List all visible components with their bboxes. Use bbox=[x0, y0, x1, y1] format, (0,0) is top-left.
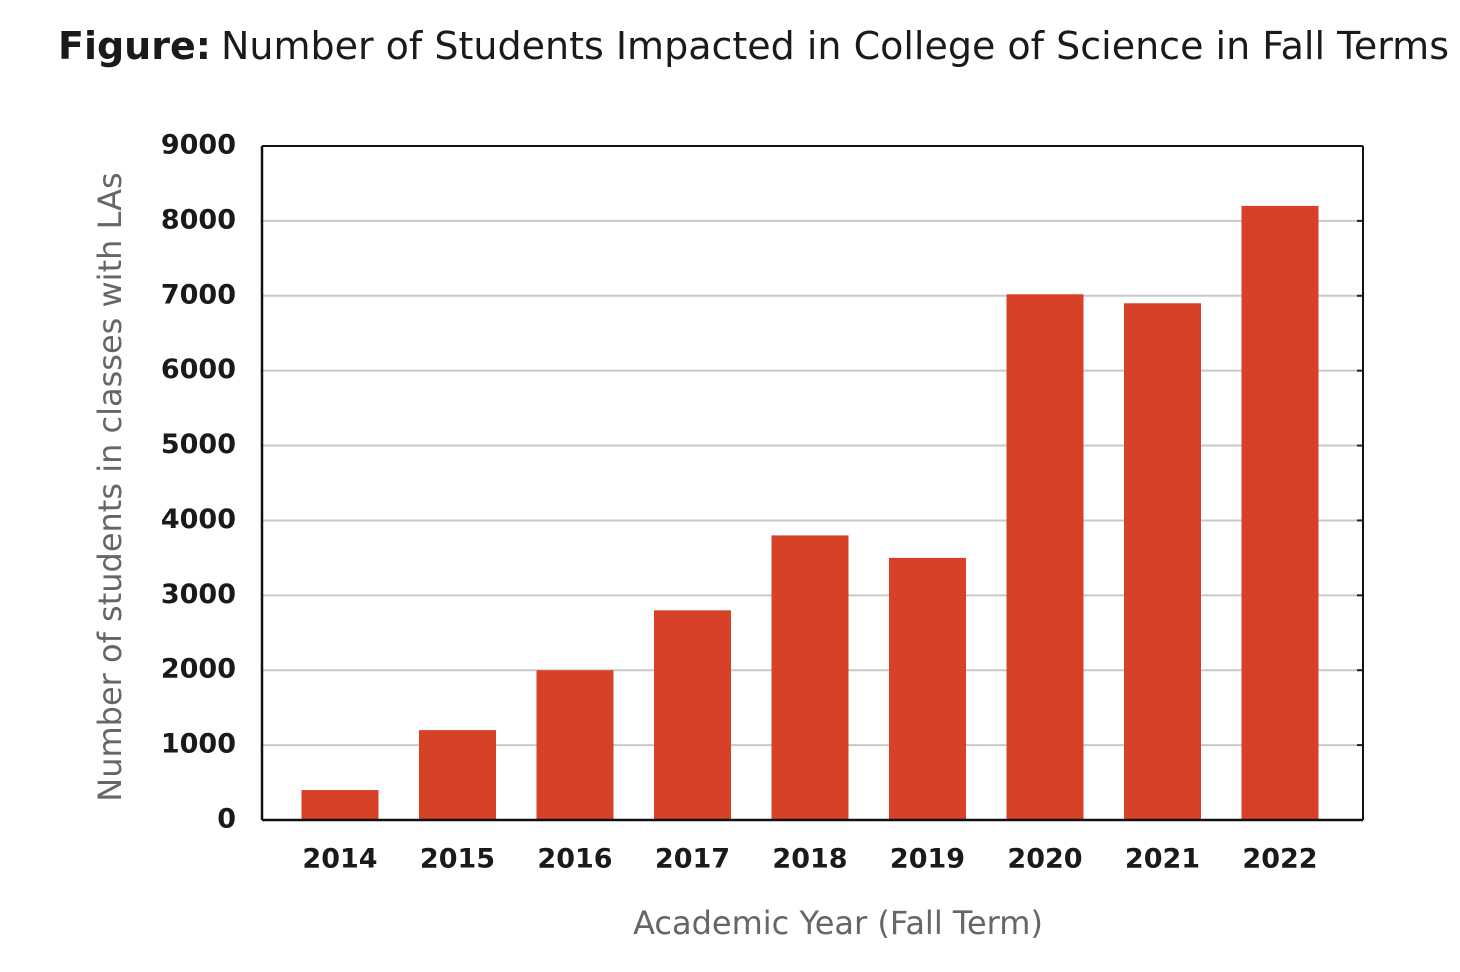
bar bbox=[419, 730, 496, 820]
bar bbox=[1124, 303, 1201, 820]
y-tick-label: 8000 bbox=[161, 204, 236, 235]
x-tick-label: 2015 bbox=[420, 844, 495, 875]
title-text: Number of Students Impacted in College o… bbox=[221, 24, 1449, 68]
bar bbox=[1006, 294, 1084, 820]
x-tick-label: 2020 bbox=[1007, 844, 1082, 875]
y-tick-label: 5000 bbox=[161, 429, 236, 460]
x-axis-label: Academic Year (Fall Term) bbox=[633, 904, 1043, 942]
y-tick-label: 9000 bbox=[161, 130, 236, 161]
bar bbox=[536, 670, 614, 820]
y-tick-label: 3000 bbox=[161, 579, 236, 610]
y-tick-label: 4000 bbox=[161, 504, 236, 535]
bar bbox=[889, 557, 966, 820]
x-tick-label: 2022 bbox=[1242, 844, 1317, 875]
y-tick-label: 1000 bbox=[161, 729, 236, 760]
y-tick-label: 2000 bbox=[161, 654, 236, 685]
bar bbox=[654, 610, 731, 820]
x-tick-label: 2017 bbox=[655, 844, 730, 875]
x-tick-label: 2021 bbox=[1125, 844, 1200, 875]
bar bbox=[301, 790, 379, 820]
x-tick-label: 2014 bbox=[302, 844, 377, 875]
bar bbox=[771, 535, 849, 820]
y-tick-label: 6000 bbox=[161, 354, 236, 385]
x-tick-label: 2016 bbox=[537, 844, 612, 875]
y-axis-label: Number of students in classes with LAs bbox=[91, 172, 129, 801]
chart-title: Figure: Number of Students Impacted in Co… bbox=[58, 24, 1449, 68]
bar bbox=[1241, 205, 1319, 820]
y-tick-label: 0 bbox=[217, 804, 236, 835]
title-prefix: Figure: bbox=[58, 24, 211, 68]
y-tick-label: 7000 bbox=[161, 279, 236, 310]
x-tick-label: 2018 bbox=[772, 844, 847, 875]
x-tick-label: 2019 bbox=[890, 844, 965, 875]
